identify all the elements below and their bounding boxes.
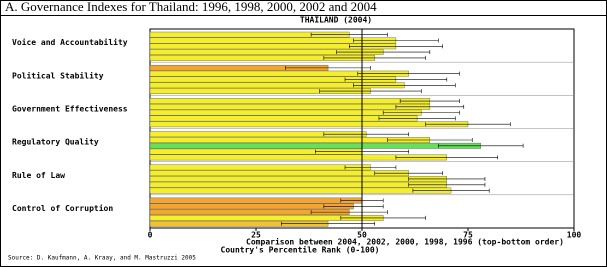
bar (149, 103, 431, 110)
category-label: Voice and Accountability (12, 37, 128, 47)
bar (149, 181, 447, 188)
bar (149, 176, 447, 182)
chart-subtitle: THAILAND (2004) (300, 16, 372, 25)
bar (149, 142, 481, 149)
bar (149, 164, 371, 171)
bar (149, 203, 354, 210)
x-tick-label: 100 (567, 231, 582, 240)
chart-title: A. Governance Indexes for Thailand: 1996… (5, 0, 377, 14)
source: Source: D. Kaufmann, A. Kraay, and M. Ma… (8, 255, 196, 262)
bar (149, 115, 418, 122)
category-label: Control of Corruption (12, 203, 113, 213)
x-axis-label-2: Country's Percentile Rank (0-100) (221, 245, 380, 255)
category-label: Political Stability (12, 70, 104, 80)
x-tick-label: 75 (463, 231, 473, 240)
x-tick-label: 0 (148, 231, 153, 240)
bar (149, 187, 452, 194)
category-label: Rule of Law (12, 171, 65, 180)
bar (149, 121, 469, 128)
category-label: Government Effectiveness (12, 103, 128, 113)
x-tick-label: 50 (357, 231, 367, 240)
bar (149, 98, 431, 104)
bar (149, 170, 409, 177)
bar (149, 109, 422, 116)
bar (149, 197, 363, 204)
category-label: Regulatory Quality (12, 137, 99, 147)
x-tick-label: 25 (251, 231, 261, 240)
x-axis-label: Comparison between 2004, 2002, 2000, 199… (246, 237, 564, 247)
